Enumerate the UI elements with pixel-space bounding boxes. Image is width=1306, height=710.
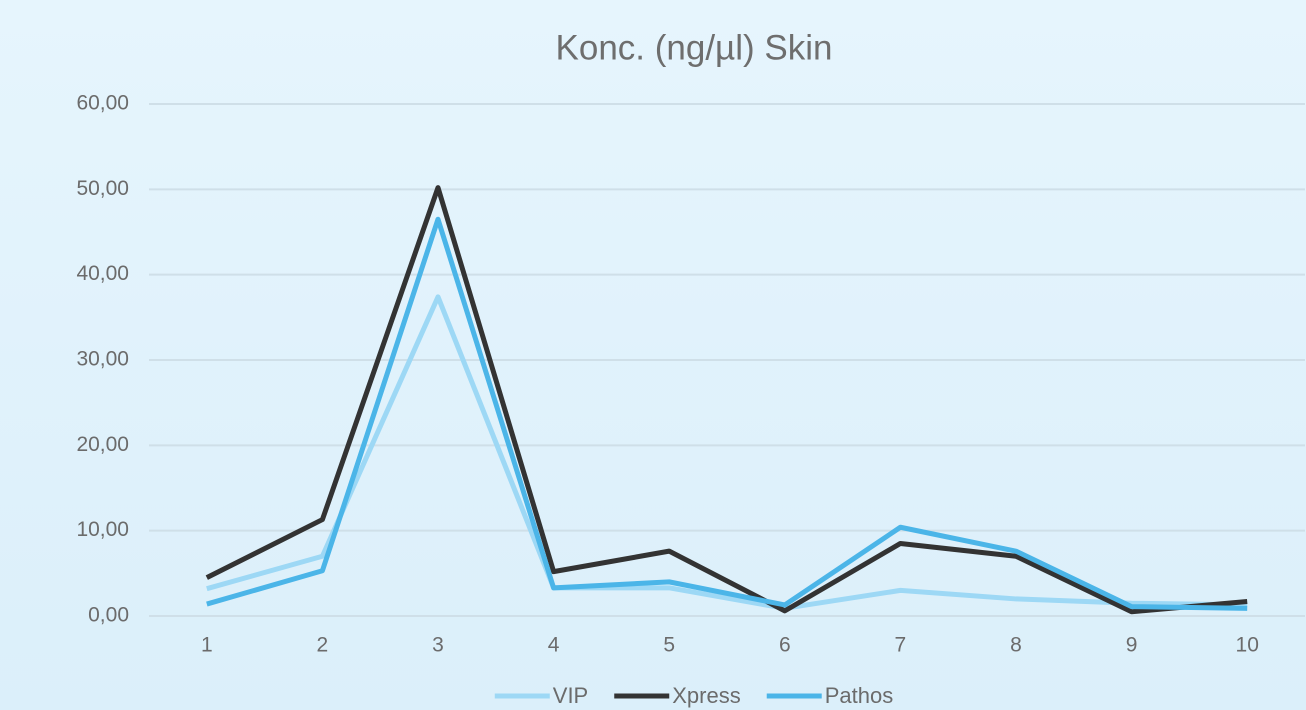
x-tick-label: 3 [432,634,444,657]
x-tick-label: 7 [895,634,907,657]
x-tick-label: 8 [1010,634,1022,657]
x-tick-label: 10 [1236,634,1259,657]
y-tick-label: 10,00 [76,518,129,541]
x-tick-label: 9 [1126,634,1138,657]
legend-label: Xpress [672,683,740,708]
line-series [206,216,1248,611]
y-tick-label: 60,00 [76,92,129,115]
y-tick-label: 30,00 [76,348,129,371]
line-series [206,294,1248,611]
chart-title: Konc. (ng/µl) Skin [556,28,833,67]
legend-label: VIP [553,683,588,708]
legend-label: Pathos [825,683,894,708]
x-tick-label: 1 [201,634,213,657]
x-tick-label: 4 [548,634,560,657]
x-tick-label: 5 [663,634,675,657]
x-tick-label: 6 [779,634,791,657]
x-tick-label: 2 [317,634,329,657]
y-tick-label: 20,00 [76,433,129,456]
y-tick-label: 0,00 [88,604,129,627]
line-series [205,185,1248,615]
y-tick-label: 40,00 [76,262,129,285]
y-tick-label: 50,00 [76,177,129,200]
